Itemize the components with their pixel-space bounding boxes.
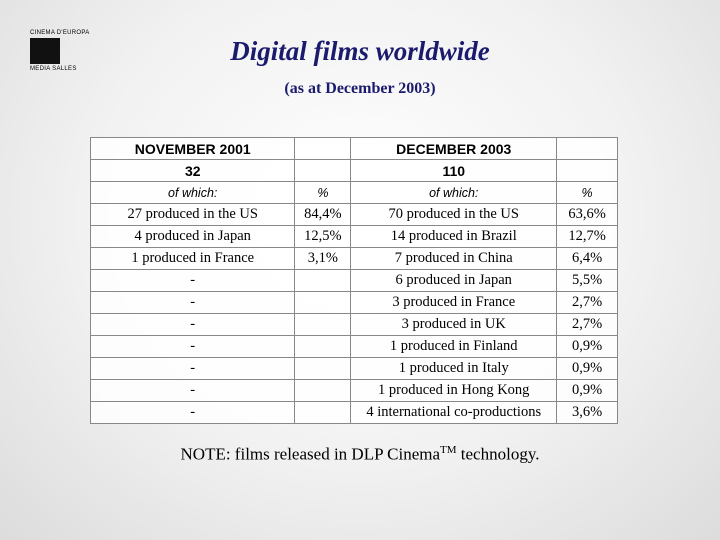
table-row: - 1 produced in Hong Kong 0,9% (89, 379, 618, 402)
table-cell: 27 produced in the US (89, 203, 296, 226)
table-cell: 3 produced in France (350, 291, 558, 314)
table-cell: DECEMBER 2003 (350, 137, 558, 160)
table-cell (294, 269, 352, 292)
table-cell: % (556, 181, 618, 204)
table-row: 1 produced in France 3,1% 7 produced in Ch… (89, 247, 618, 270)
table-cell (294, 159, 352, 182)
logo-bottom: MEDIA SALLES (30, 66, 77, 72)
table-cell: 3 produced in UK (350, 313, 558, 336)
table-cell: 84,4% (294, 203, 352, 226)
table-cell: 14 produced in Brazil (350, 225, 558, 248)
table-row: - 1 produced in Finland 0,9% (89, 335, 618, 358)
table-cell: 0,9% (556, 379, 618, 402)
table-row: - 3 produced in France 2,7% (89, 291, 618, 314)
table-cell: 1 produced in Finland (350, 335, 558, 358)
table-cell: 0,9% (556, 335, 618, 358)
table-cell: 4 produced in Japan (89, 225, 296, 248)
table-cell: 4 international co-productions (350, 401, 558, 424)
logo-box (30, 38, 60, 64)
table-cell (556, 137, 618, 160)
table-cell: - (89, 335, 296, 358)
table-cell (294, 137, 352, 160)
table-cell: 1 produced in Italy (350, 357, 558, 380)
table-row: 27 produced in the US 84,4% 70 produced in… (89, 203, 618, 226)
table-cell: 110 (350, 159, 558, 182)
table-cell: 63,6% (556, 203, 618, 226)
title: Digital films worldwide (230, 36, 490, 66)
table-cell: 12,7% (556, 225, 618, 248)
table-cell: % (294, 181, 352, 204)
table-cell: 32 (89, 159, 296, 182)
table-cell: 6,4% (556, 247, 618, 270)
table-cell: - (89, 401, 296, 424)
table-cell: of which: (89, 181, 296, 204)
table: NOVEMBER 2001 DECEMBER 2003 32 110 of which:… (89, 137, 618, 424)
table-row: NOVEMBER 2001 DECEMBER 2003 (89, 137, 618, 160)
logo: CINEMA D'EUROPA MEDIA SALLES (30, 30, 96, 76)
table-cell: 70 produced in the US (350, 203, 558, 226)
subtitle: (as at December 2003) (284, 80, 436, 97)
note: NOTE: films released in DLP CinemaTM tec… (0, 444, 720, 465)
table-cell (294, 357, 352, 380)
table-cell: - (89, 357, 296, 380)
note-text: NOTE: films released in DLP Cinema (180, 444, 441, 464)
table-cell (294, 313, 352, 336)
table-row: 32 110 (89, 159, 618, 182)
table-cell: NOVEMBER 2001 (89, 137, 296, 160)
table-cell: 12,5% (294, 225, 352, 248)
table-cell: 0,9% (556, 357, 618, 380)
table-cell: 2,7% (556, 291, 618, 314)
table-cell: 1 produced in France (89, 247, 296, 270)
table-cell: 2,7% (556, 313, 618, 336)
table-row: - 1 produced in Italy 0,9% (89, 357, 618, 380)
table-cell (294, 401, 352, 424)
logo-top: CINEMA D'EUROPA (30, 30, 90, 36)
table-cell (294, 335, 352, 358)
table-cell: 7 produced in China (350, 247, 558, 270)
table-cell (294, 379, 352, 402)
table-row: - 4 international co-productions 3,6% (89, 401, 618, 424)
note-superscript: TM (440, 444, 457, 456)
table-cell: 5,5% (556, 269, 618, 292)
table-row: 4 produced in Japan 12,5% 14 produced in B… (89, 225, 618, 248)
table-row: - 6 produced in Japan 5,5% (89, 269, 618, 292)
table-cell: 6 produced in Japan (350, 269, 558, 292)
table-cell: 1 produced in Hong Kong (350, 379, 558, 402)
table-cell (294, 291, 352, 314)
table-cell: - (89, 291, 296, 314)
table-row: of which:% of which:% (89, 181, 618, 204)
table-cell: 3,6% (556, 401, 618, 424)
table-cell: of which: (350, 181, 558, 204)
note-suffix: technology. (456, 444, 540, 464)
table-cell (556, 159, 618, 182)
table-cell: - (89, 313, 296, 336)
table-cell: - (89, 379, 296, 402)
table-cell: 3,1% (294, 247, 352, 270)
table-row: - 3 produced in UK 2,7% (89, 313, 618, 336)
table-cell: - (89, 269, 296, 292)
